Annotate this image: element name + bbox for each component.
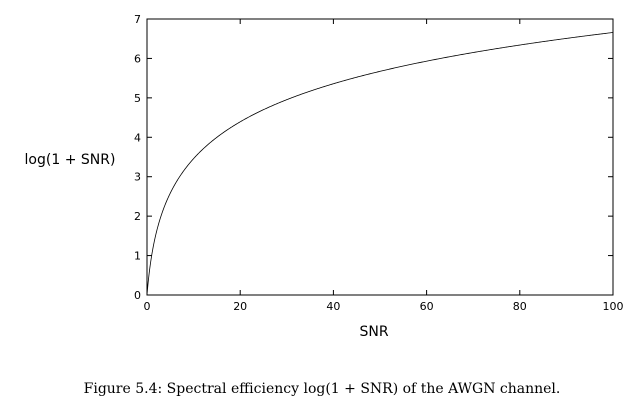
y-tick-label: 4: [134, 131, 141, 144]
y-axis-title: log(1 + SNR): [25, 152, 116, 168]
y-tick-label: 6: [134, 52, 141, 65]
plot-frame: [146, 18, 614, 296]
y-tick-label: 2: [134, 210, 141, 223]
y-tick-label: 3: [134, 171, 141, 184]
x-tick-label: 0: [144, 300, 151, 313]
y-tick-label: 0: [134, 289, 141, 302]
capacity-curve: [146, 32, 614, 296]
x-axis-title: SNR: [359, 324, 388, 340]
axis-ticks: [146, 18, 614, 296]
x-tick-label: 40: [326, 300, 340, 313]
tick-labels: 0 20 40 60 80 100 0 1 2 3 4 5 6 7: [134, 13, 624, 313]
x-tick-label: 80: [513, 300, 527, 313]
x-tick-label: 60: [420, 300, 434, 313]
figure-caption: Figure 5.4: Spectral efficiency log(1 + …: [84, 381, 561, 397]
y-tick-label: 5: [134, 92, 141, 105]
x-tick-label: 100: [603, 300, 624, 313]
x-tick-label: 20: [233, 300, 247, 313]
y-tick-label: 1: [134, 250, 141, 263]
y-tick-label: 7: [134, 13, 141, 26]
